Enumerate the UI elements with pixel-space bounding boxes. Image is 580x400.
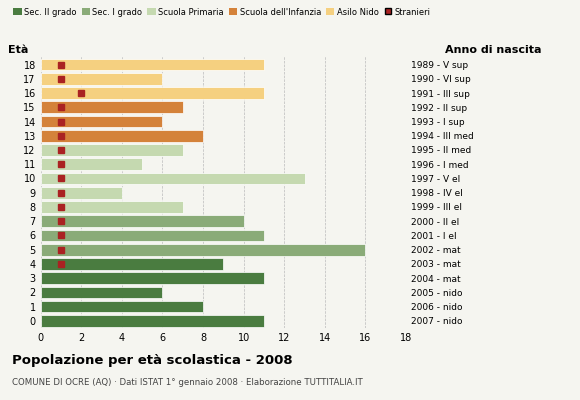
Bar: [41, 102, 183, 113]
Legend: Sec. II grado, Sec. I grado, Scuola Primaria, Scuola dell'Infanzia, Asilo Nido, : Sec. II grado, Sec. I grado, Scuola Prim…: [10, 4, 434, 20]
Text: Anno di nascita: Anno di nascita: [445, 45, 541, 55]
Bar: [41, 201, 183, 213]
Bar: [41, 315, 264, 327]
Bar: [41, 215, 244, 227]
Bar: [41, 301, 203, 312]
Bar: [41, 244, 365, 256]
Text: Popolazione per età scolastica - 2008: Popolazione per età scolastica - 2008: [12, 354, 292, 367]
Bar: [41, 116, 162, 127]
Bar: [41, 73, 162, 85]
Bar: [41, 130, 203, 142]
Text: Età: Età: [8, 45, 28, 55]
Bar: [41, 87, 264, 99]
Bar: [41, 158, 142, 170]
Bar: [41, 258, 223, 270]
Bar: [41, 144, 183, 156]
Bar: [41, 173, 305, 184]
Bar: [41, 187, 122, 198]
Bar: [41, 230, 264, 241]
Bar: [41, 286, 162, 298]
Bar: [41, 59, 264, 70]
Text: COMUNE DI OCRE (AQ) · Dati ISTAT 1° gennaio 2008 · Elaborazione TUTTITALIA.IT: COMUNE DI OCRE (AQ) · Dati ISTAT 1° genn…: [12, 378, 362, 387]
Bar: [41, 272, 264, 284]
